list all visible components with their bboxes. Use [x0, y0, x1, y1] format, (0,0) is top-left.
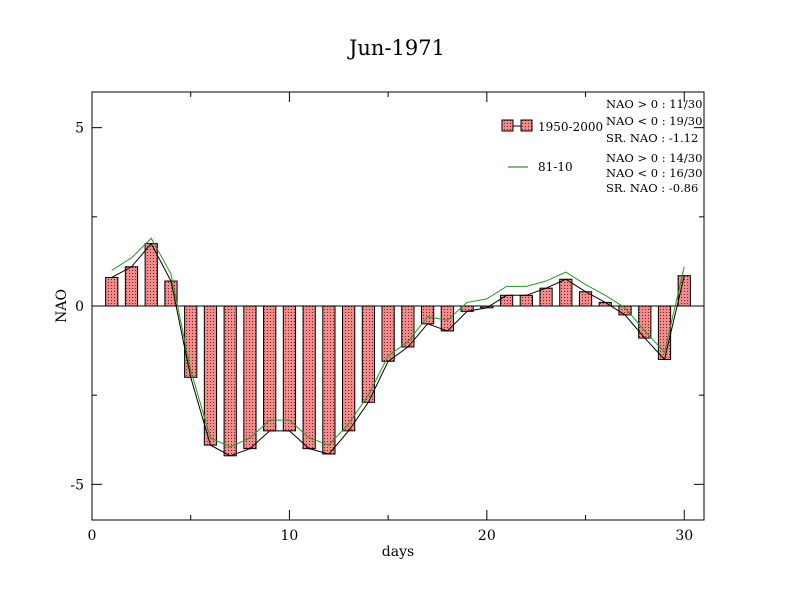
- bar-day-23: [539, 287, 553, 307]
- bar-day-12: [322, 305, 336, 455]
- legend-label-1950-2000: 1950-2000: [538, 120, 603, 134]
- bar-day-5: [184, 305, 198, 378]
- chart-title: Jun-1971: [347, 36, 445, 60]
- bar-day-2: [124, 266, 139, 307]
- stat-8110-nao-positive: NAO > 0 : 14/30: [606, 151, 702, 165]
- x-tick-label: 0: [88, 528, 97, 544]
- bar-day-14: [361, 305, 376, 403]
- bar-day-24: [559, 278, 573, 307]
- bar-day-8: [243, 305, 257, 450]
- bar-day-21: [499, 294, 514, 307]
- stat-8110-nao-negative: NAO < 0 : 16/30: [606, 166, 702, 180]
- stat-1950-nao-negative: NAO < 0 : 19/30: [606, 114, 702, 128]
- line-81-10: [111, 237, 685, 448]
- bar-day-3: [144, 243, 158, 307]
- legend-bar-swatch-left: [501, 119, 514, 132]
- stat-1950-sr-nao: SR. NAO : -1.12: [606, 131, 698, 145]
- y-tick-label: -5: [70, 477, 84, 493]
- y-axis-label: NAO: [54, 289, 70, 323]
- bar-day-17: [420, 305, 435, 325]
- x-tick-label: 30: [675, 528, 693, 544]
- bar-series-1950-2000: [105, 243, 691, 457]
- stat-1950-nao-positive: NAO > 0 : 11/30: [606, 97, 702, 111]
- x-tick-label: 20: [478, 528, 496, 544]
- x-axis-label: days: [382, 544, 414, 560]
- bar-day-30: [677, 275, 691, 307]
- legend-label-81-10: 81-10: [538, 160, 573, 174]
- bar-day-22: [519, 294, 533, 307]
- bar-day-11: [302, 305, 316, 450]
- y-tick-label: 5: [75, 121, 84, 137]
- stat-8110-sr-nao: SR. NAO : -0.86: [606, 181, 698, 195]
- axis-ticks: 0 10 20 30 -5 0 5: [70, 92, 704, 544]
- line-1950-2000: [111, 242, 685, 457]
- y-tick-label: 0: [75, 299, 84, 315]
- legend-bar-swatch-right: [520, 119, 533, 132]
- bar-day-1: [105, 276, 119, 307]
- bar-day-9: [263, 305, 277, 432]
- legend: 1950-2000 81-10 NAO > 0 : 11/30 NAO < 0 …: [501, 97, 702, 195]
- bar-day-13: [342, 305, 356, 432]
- bar-day-10: [282, 305, 297, 432]
- line-series: [111, 237, 685, 457]
- bar-day-7: [223, 305, 237, 457]
- x-tick-label: 10: [281, 528, 299, 544]
